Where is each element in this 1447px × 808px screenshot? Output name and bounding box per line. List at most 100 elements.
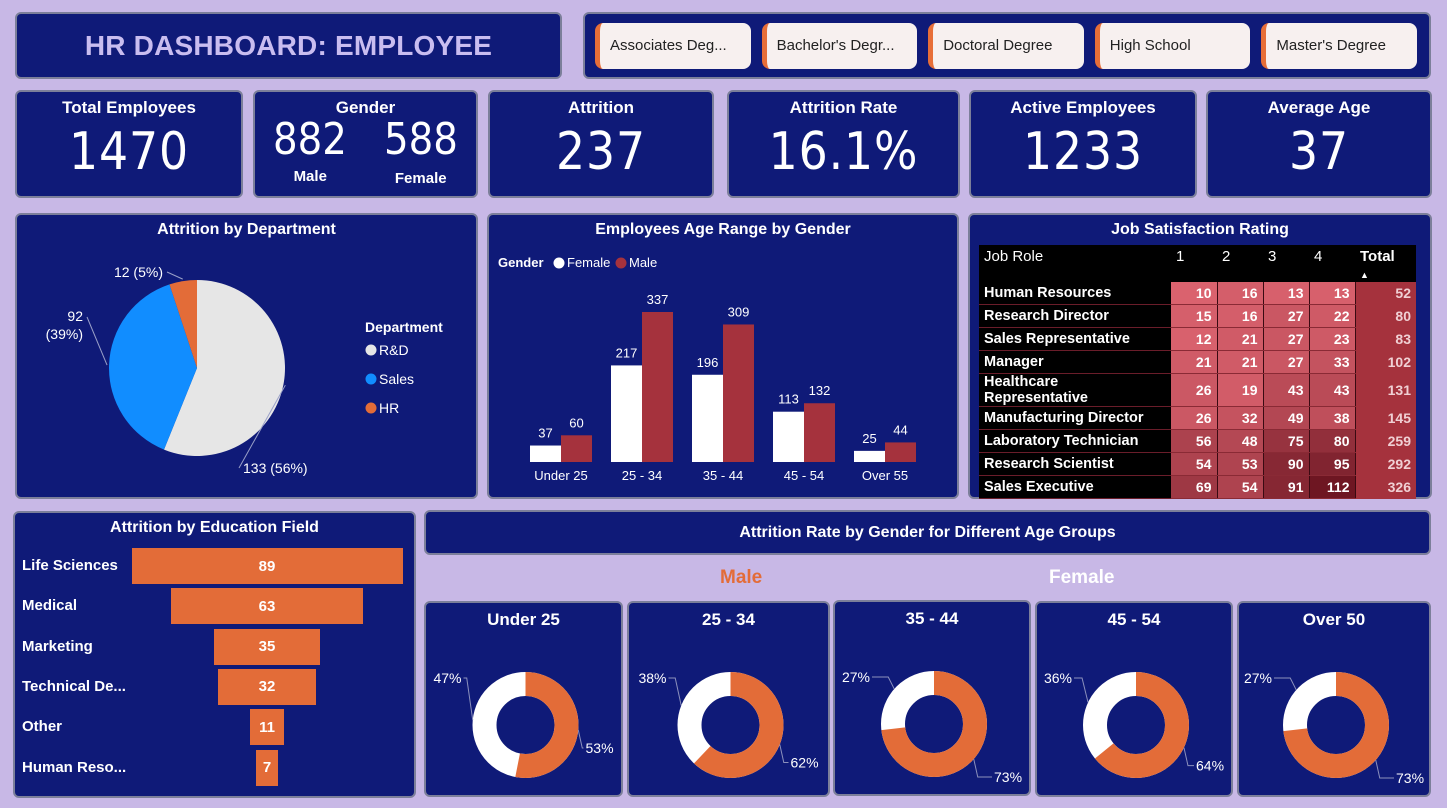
bar-data-label: 337: [647, 292, 669, 307]
table-row: Manufacturing Director 26 32 49 38 145: [979, 406, 1416, 430]
column-header-total[interactable]: Total ▲: [1355, 245, 1416, 282]
total-cell: 131: [1355, 373, 1416, 407]
donut-label-female: 27%: [842, 669, 870, 685]
donut-segment-male[interactable]: [677, 672, 784, 778]
table-row: Research Scientist 54 53 90 95 292: [979, 452, 1416, 476]
column-header-4[interactable]: 4: [1309, 245, 1355, 282]
legend-marker-hr: [365, 402, 377, 414]
bar-male-under-25[interactable]: [561, 435, 592, 462]
funnel-bar-technical-de[interactable]: 32: [218, 668, 316, 705]
funnel-row: Marketing 35: [15, 628, 414, 665]
pie-leader-line: [166, 271, 183, 280]
funnel-category-label: Life Sciences: [22, 557, 118, 574]
rating-cell: 21: [1217, 350, 1264, 374]
bar-data-label: 44: [893, 422, 907, 437]
donut-segment-male[interactable]: [472, 672, 579, 778]
rating-cell: 12: [1171, 327, 1218, 351]
rating-cell: 53: [1217, 452, 1264, 476]
legend-item-sales[interactable]: Sales: [379, 371, 414, 387]
rating-cell: 21: [1171, 350, 1218, 374]
bar-male-35-44[interactable]: [723, 324, 754, 462]
department-pie-chart: 133 (56%) 92 (39%) 12 (5%) Department R&D Sale…: [46, 264, 443, 476]
rating-cell: 69: [1171, 475, 1218, 499]
legend-item-r-d[interactable]: R&D: [379, 342, 409, 358]
donut-title: 45 - 54: [1107, 610, 1161, 629]
kpi-label: Total Employees: [62, 98, 196, 117]
job-role-cell: Laboratory Technician: [979, 429, 1171, 453]
donut-leader-line: [779, 744, 789, 764]
funnel-bar-medical[interactable]: 63: [171, 588, 363, 625]
x-tick-label: Over 55: [862, 468, 908, 483]
slicer-chip-high-school[interactable]: High School: [1094, 22, 1251, 69]
pie-slice-r-d[interactable]: [163, 280, 285, 456]
pie-data-label: 92: [67, 308, 83, 324]
education-field-panel: Attrition by Education Field Life Scienc…: [13, 511, 416, 798]
slicer-chip-bachelors[interactable]: Bachelor's Degr...: [761, 22, 918, 69]
rating-cell: 15: [1171, 304, 1218, 328]
column-header-3[interactable]: 3: [1263, 245, 1309, 282]
kpi-label: Active Employees: [1010, 98, 1156, 117]
pie-slice-hr[interactable]: [169, 280, 197, 368]
rating-cell: 90: [1263, 452, 1310, 476]
funnel-category-label: Human Reso...: [22, 758, 127, 776]
funnel-bar-other[interactable]: 11: [250, 709, 284, 746]
bar-male-45-54[interactable]: [804, 403, 835, 462]
column-header-job-role[interactable]: Job Role: [979, 245, 1171, 282]
slicer-chip-doctoral[interactable]: Doctoral Degree: [928, 22, 1084, 69]
slicer-chip-masters[interactable]: Master's Degree: [1261, 22, 1417, 69]
bar-female-35-44[interactable]: [692, 374, 723, 462]
donut-chart: 36% 64%: [1044, 670, 1224, 778]
rating-cell: 27: [1263, 350, 1310, 374]
rating-cell: 43: [1309, 373, 1356, 407]
funnel-bar-human-reso[interactable]: 7: [256, 749, 278, 786]
male-count: 882: [273, 114, 348, 165]
kpi-label: Gender: [335, 98, 396, 117]
bar-female-over-55[interactable]: [854, 450, 885, 462]
donut-label-female: 38%: [638, 670, 666, 686]
bar-female-25-34[interactable]: [611, 365, 642, 462]
job-role-cell: Research Director: [979, 304, 1171, 328]
legend-item-hr[interactable]: HR: [379, 400, 399, 416]
donut-card-under-25: Under 25 47% 53%: [424, 601, 623, 797]
donut-segment-male[interactable]: [881, 671, 987, 777]
table-header-row: Job Role 1 2 3 4 Total ▲: [979, 245, 1416, 282]
donut-card-over-50: Over 50 27% 73%: [1237, 601, 1431, 797]
column-header-1[interactable]: 1: [1171, 245, 1217, 282]
column-header-2[interactable]: 2: [1217, 245, 1263, 282]
rating-cell: 43: [1263, 373, 1310, 407]
donut-card-45-54: 45 - 54 36% 64%: [1035, 601, 1233, 797]
rating-cell: 91: [1263, 475, 1310, 499]
kpi-active-employees: Active Employees 1233: [969, 90, 1197, 198]
total-cell: 326: [1355, 475, 1416, 499]
bar-male-25-34[interactable]: [642, 312, 673, 462]
funnel-row: Life Sciences 89: [15, 548, 414, 584]
job-role-cell: Sales Executive: [979, 475, 1171, 499]
donut-segment-male[interactable]: [1283, 672, 1389, 778]
donut-segment-male[interactable]: [1083, 672, 1189, 778]
x-tick-label: Under 25: [534, 468, 587, 483]
bar-female-45-54[interactable]: [773, 411, 804, 462]
legend-item-male[interactable]: Male: [629, 255, 657, 270]
donut-chart: 38% 62%: [638, 670, 819, 778]
pie-slice-sales[interactable]: [109, 284, 197, 450]
job-role-cell: Sales Representative: [979, 327, 1171, 351]
bar-data-label: 25: [862, 431, 876, 446]
attrition-rate-gender-header: Attrition Rate by Gender for Different A…: [424, 510, 1431, 555]
table-row: Manager 21 21 27 33 102: [979, 350, 1416, 374]
kpi-label: Attrition: [567, 98, 635, 117]
legend-item-female[interactable]: Female: [567, 255, 610, 270]
total-cell: 145: [1355, 406, 1416, 430]
bar-male-over-55[interactable]: [885, 442, 916, 462]
funnel-category-label: Marketing: [22, 637, 93, 655]
funnel-category-label: Other: [22, 718, 63, 736]
funnel-bar-life-sciences[interactable]: 89: [131, 548, 403, 584]
funnel-bar-marketing[interactable]: 35: [213, 628, 321, 665]
pie-leader-line: [238, 384, 286, 469]
rating-cell: 26: [1171, 406, 1218, 430]
table-row: Sales Executive 69 54 91 112 326: [979, 475, 1416, 499]
funnel-row: Other 11: [15, 709, 414, 746]
slicer-chip-associates[interactable]: Associates Deg...: [595, 22, 751, 69]
bar-female-under-25[interactable]: [530, 445, 561, 462]
female-count: 588: [383, 114, 458, 165]
x-tick-label: 25 - 34: [622, 468, 662, 483]
